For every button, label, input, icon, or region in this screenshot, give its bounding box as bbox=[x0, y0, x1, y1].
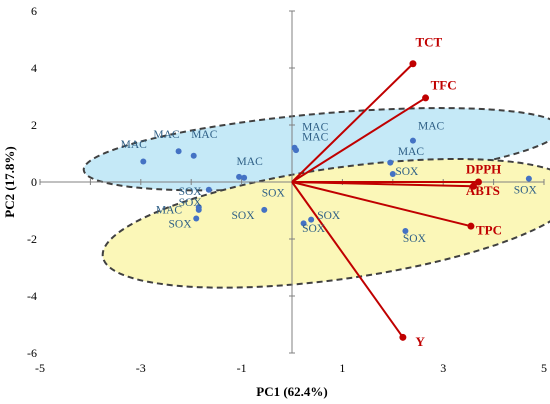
y-tick-label: -2 bbox=[27, 232, 37, 246]
loading-vectors bbox=[291, 60, 482, 341]
point-mac bbox=[387, 159, 394, 166]
point-label-mac: MAC bbox=[398, 146, 425, 158]
point-mac bbox=[175, 148, 182, 155]
vector-tip-tpc bbox=[467, 222, 475, 230]
vector-tip-abts bbox=[469, 182, 477, 190]
point-mac bbox=[409, 137, 416, 144]
point-mac bbox=[190, 152, 197, 159]
x-tick-label: 3 bbox=[440, 361, 446, 375]
vector-tct bbox=[291, 63, 414, 183]
point-sox bbox=[205, 186, 212, 193]
vector-tip-tfc bbox=[422, 94, 430, 102]
vector-label-tct: TCT bbox=[415, 35, 442, 50]
point-sox bbox=[300, 220, 307, 227]
vector-label-abts: ABTS bbox=[466, 183, 500, 198]
x-tick-label: 1 bbox=[339, 361, 345, 375]
vector-tip-y bbox=[399, 333, 407, 341]
point-label-mac: MAC bbox=[237, 156, 264, 168]
point-sox bbox=[402, 228, 409, 235]
vector-tip-dpph bbox=[474, 178, 482, 186]
point-label-mac: MAC bbox=[302, 132, 329, 144]
x-tick-label: -1 bbox=[237, 361, 247, 375]
x-tick-label: -3 bbox=[136, 361, 146, 375]
point-label-sox: SOX bbox=[395, 166, 419, 178]
point-mac bbox=[293, 147, 300, 154]
y-tick-label: -6 bbox=[27, 346, 37, 360]
vector-label-tfc: TFC bbox=[431, 77, 457, 92]
point-label-mac: MAC bbox=[191, 129, 218, 141]
vector-abts bbox=[291, 181, 474, 188]
point-label-sox: SOX bbox=[232, 210, 256, 222]
x-tick-label: 5 bbox=[541, 361, 547, 375]
ellipse-sox bbox=[101, 157, 550, 289]
point-label-mac: MAC bbox=[418, 120, 445, 132]
point-label-sox: SOX bbox=[262, 187, 286, 199]
y-tick-label: 6 bbox=[31, 4, 37, 18]
vector-tfc bbox=[291, 97, 427, 183]
axes: -5 -3 -1 1 3 5 -6 -4 -2 0 2 4 6 bbox=[27, 4, 547, 375]
point-label-mac: MAC bbox=[156, 204, 183, 216]
vector-label-dpph: DPPH bbox=[466, 161, 501, 176]
y-tick-label: -4 bbox=[27, 289, 37, 303]
point-label-sox: SOX bbox=[179, 186, 203, 198]
point-mac bbox=[236, 173, 243, 180]
point-label-sox: SOX bbox=[403, 233, 427, 245]
x-tick-label: -5 bbox=[35, 361, 45, 375]
point-sox bbox=[193, 215, 200, 222]
point-sox bbox=[308, 216, 315, 223]
point-label-mac: MAC bbox=[121, 139, 148, 151]
point-sox bbox=[525, 175, 532, 182]
x-axis-title: PC1 (62.4%) bbox=[256, 384, 328, 399]
point-mac bbox=[241, 174, 248, 181]
point-sox bbox=[195, 206, 202, 213]
point-label-sox: SOX bbox=[317, 210, 341, 222]
point-label-mac: MAC bbox=[153, 129, 180, 141]
y-tick-label: 0 bbox=[31, 175, 37, 189]
point-sox bbox=[261, 206, 268, 213]
point-sox bbox=[389, 171, 396, 178]
point-label-sox: SOX bbox=[179, 197, 203, 209]
point-label-sox: SOX bbox=[302, 223, 326, 235]
point-mac bbox=[140, 158, 147, 165]
y-tick-label: 2 bbox=[31, 118, 37, 132]
vector-label-tpc: TPC bbox=[476, 223, 502, 238]
y-axis-title: PC2 (17.8%) bbox=[2, 146, 17, 218]
vector-y bbox=[291, 181, 404, 338]
y-tick-label: 4 bbox=[31, 61, 37, 75]
vector-label-y: Y bbox=[415, 334, 425, 349]
point-label-sox: SOX bbox=[514, 184, 538, 196]
point-label-sox: SOX bbox=[169, 219, 193, 231]
vector-tip-tct bbox=[409, 60, 417, 68]
vector-tpc bbox=[291, 181, 472, 228]
point-label-mac: MAC bbox=[302, 122, 329, 134]
score-points bbox=[140, 137, 532, 235]
group-ellipses bbox=[82, 107, 550, 289]
